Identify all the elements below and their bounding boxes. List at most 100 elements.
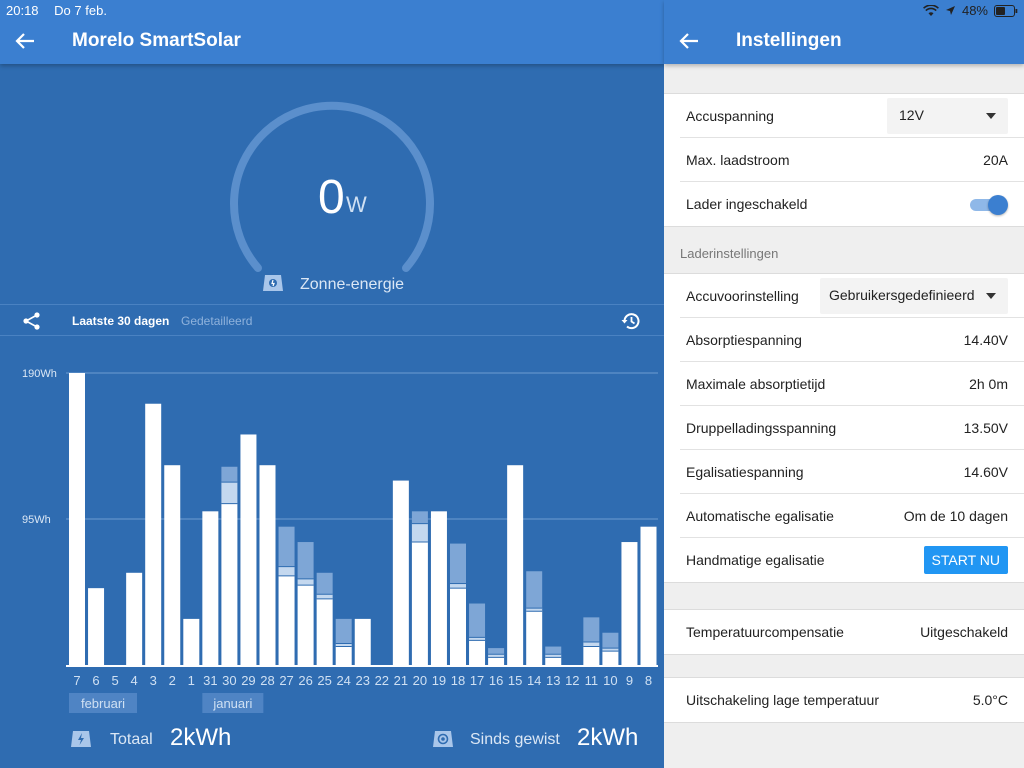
select-value: Gebruikersgedefinieerd <box>829 287 975 303</box>
bar-segment-main <box>411 542 428 665</box>
setting-value: 13.50V <box>963 420 1008 436</box>
charger-enabled-toggle[interactable] <box>970 195 1008 215</box>
bar-segment-main <box>392 480 409 665</box>
bar-segment-mid <box>469 637 486 641</box>
history-icon[interactable] <box>620 310 642 332</box>
bar-segment-main <box>469 640 486 665</box>
month-label: februari <box>81 696 125 711</box>
chevron-down-icon <box>986 293 996 299</box>
bar-segment-top <box>411 511 428 524</box>
setting-equalization-voltage[interactable]: Egalisatiespanning 14.60V <box>680 450 1024 494</box>
bar-segment-mid <box>297 578 314 586</box>
setting-label: Egalisatiespanning <box>686 464 804 480</box>
bar-segment-main <box>583 646 600 665</box>
x-tick-label: 11 <box>585 673 599 688</box>
x-tick-label: 17 <box>470 673 484 688</box>
bar-segment-main <box>278 575 295 665</box>
bar-segment-top <box>545 646 562 655</box>
bar-segment-main <box>221 503 238 665</box>
setting-auto-equalization[interactable]: Automatische egalisatie Om de 10 dagen <box>680 494 1024 538</box>
battery-voltage-select[interactable]: 12V <box>887 98 1008 134</box>
setting-max-absorption-time[interactable]: Maximale absorptietijd 2h 0m <box>680 362 1024 406</box>
setting-label: Max. laadstroom <box>686 152 790 168</box>
x-tick-label: 18 <box>451 673 465 688</box>
since-reset-value: 2kWh <box>577 724 639 751</box>
gauge-label: Zonne-energie <box>300 276 405 293</box>
bar-segment-mid <box>316 594 333 599</box>
temperature-comp-group: Temperatuurcompensatie Uitgeschakeld <box>664 609 1024 655</box>
bar-segment-main <box>202 511 219 665</box>
bar-segment-mid <box>221 482 238 504</box>
setting-battery-preset: Accuvoorinstelling Gebruikersgedefinieer… <box>680 274 1024 318</box>
bar-segment-main <box>621 542 638 665</box>
section-header: Laderinstellingen <box>664 232 1024 272</box>
since-reset-label: Sinds gewist <box>470 731 560 748</box>
bar-segment-mid <box>335 643 352 647</box>
bar-segment-main <box>183 618 200 665</box>
gauge-unit: W <box>346 192 367 217</box>
bar-segment-main <box>526 611 543 665</box>
share-icon[interactable] <box>22 311 42 331</box>
bar-segment-top <box>526 571 543 609</box>
x-tick-label: 30 <box>222 673 236 688</box>
tab-last-30-days[interactable]: Laatste 30 dagen <box>72 314 170 328</box>
x-tick-label: 29 <box>241 673 255 688</box>
x-tick-label: 4 <box>131 673 138 688</box>
low-temp-cutoff-group: Uitschakeling lage temperatuur 5.0°C <box>664 677 1024 723</box>
start-now-button[interactable]: START NU <box>923 546 1008 574</box>
bar-segment-main <box>69 373 85 665</box>
bar-segment-mid <box>411 523 428 543</box>
bar-segment-main <box>640 526 657 665</box>
x-tick-label: 9 <box>626 673 633 688</box>
setting-label: Accuspanning <box>686 108 774 124</box>
bar-segment-main <box>88 588 105 665</box>
total-value: 2kWh <box>170 724 232 751</box>
bar-segment-top <box>316 572 333 595</box>
tab-detailed[interactable]: Gedetailleerd <box>181 314 253 328</box>
x-tick-label: 13 <box>546 673 560 688</box>
charger-settings-group: Accuvoorinstelling Gebruikersgedefinieer… <box>664 273 1024 583</box>
bar-segment-top <box>221 466 238 483</box>
lightning-icon <box>71 731 91 747</box>
bar-segment-mid <box>278 566 295 576</box>
settings-app-bar: Instellingen <box>664 0 1024 64</box>
history-tabs: Laatste 30 dagen Gedetailleerd <box>0 304 664 336</box>
x-tick-label: 22 <box>375 673 389 688</box>
bar-segment-mid <box>488 654 505 658</box>
bar-segment-mid <box>583 641 600 647</box>
setting-temperature-compensation[interactable]: Temperatuurcompensatie Uitgeschakeld <box>680 610 1024 654</box>
setting-charger-enabled: Lader ingeschakeld <box>680 182 1024 226</box>
setting-absorption-voltage[interactable]: Absorptiespanning 14.40V <box>680 318 1024 362</box>
bar-segment-main <box>240 434 257 665</box>
bar-segment-main <box>488 657 505 665</box>
setting-label: Handmatige egalisatie <box>686 552 825 568</box>
bar-segment-main <box>259 465 276 665</box>
x-tick-label: 25 <box>317 673 331 688</box>
x-tick-label: 2 <box>169 673 176 688</box>
back-arrow-icon[interactable] <box>14 30 36 52</box>
battery-preset-select[interactable]: Gebruikersgedefinieerd <box>820 278 1008 314</box>
bar-segment-mid <box>545 654 562 658</box>
x-tick-label: 7 <box>73 673 80 688</box>
y-tick-label: 190Wh <box>22 368 57 380</box>
setting-label: Druppelladingsspanning <box>686 420 837 436</box>
x-tick-label: 23 <box>356 673 370 688</box>
device-title: Morelo SmartSolar <box>72 30 241 51</box>
energy-totals: Totaal 2kWh Sinds gewist 2kWh <box>0 722 664 768</box>
solar-panel-icon <box>263 275 283 291</box>
x-tick-label: 10 <box>603 673 617 688</box>
month-label-bg <box>202 693 264 713</box>
setting-low-temp-cutoff[interactable]: Uitschakeling lage temperatuur 5.0°C <box>680 678 1024 722</box>
month-label-bg <box>69 693 137 713</box>
bar-segment-main <box>545 657 562 665</box>
setting-max-charge-current[interactable]: Max. laadstroom 20A <box>680 138 1024 182</box>
x-tick-label: 19 <box>432 673 446 688</box>
setting-float-voltage[interactable]: Druppelladingsspanning 13.50V <box>680 406 1024 450</box>
setting-label: Uitschakeling lage temperatuur <box>686 692 879 708</box>
back-arrow-icon[interactable] <box>678 30 700 52</box>
setting-manual-equalization: Handmatige egalisatie START NU <box>680 538 1024 582</box>
x-tick-label: 20 <box>413 673 427 688</box>
bar-segment-top <box>450 543 466 584</box>
setting-label: Lader ingeschakeld <box>686 196 808 212</box>
